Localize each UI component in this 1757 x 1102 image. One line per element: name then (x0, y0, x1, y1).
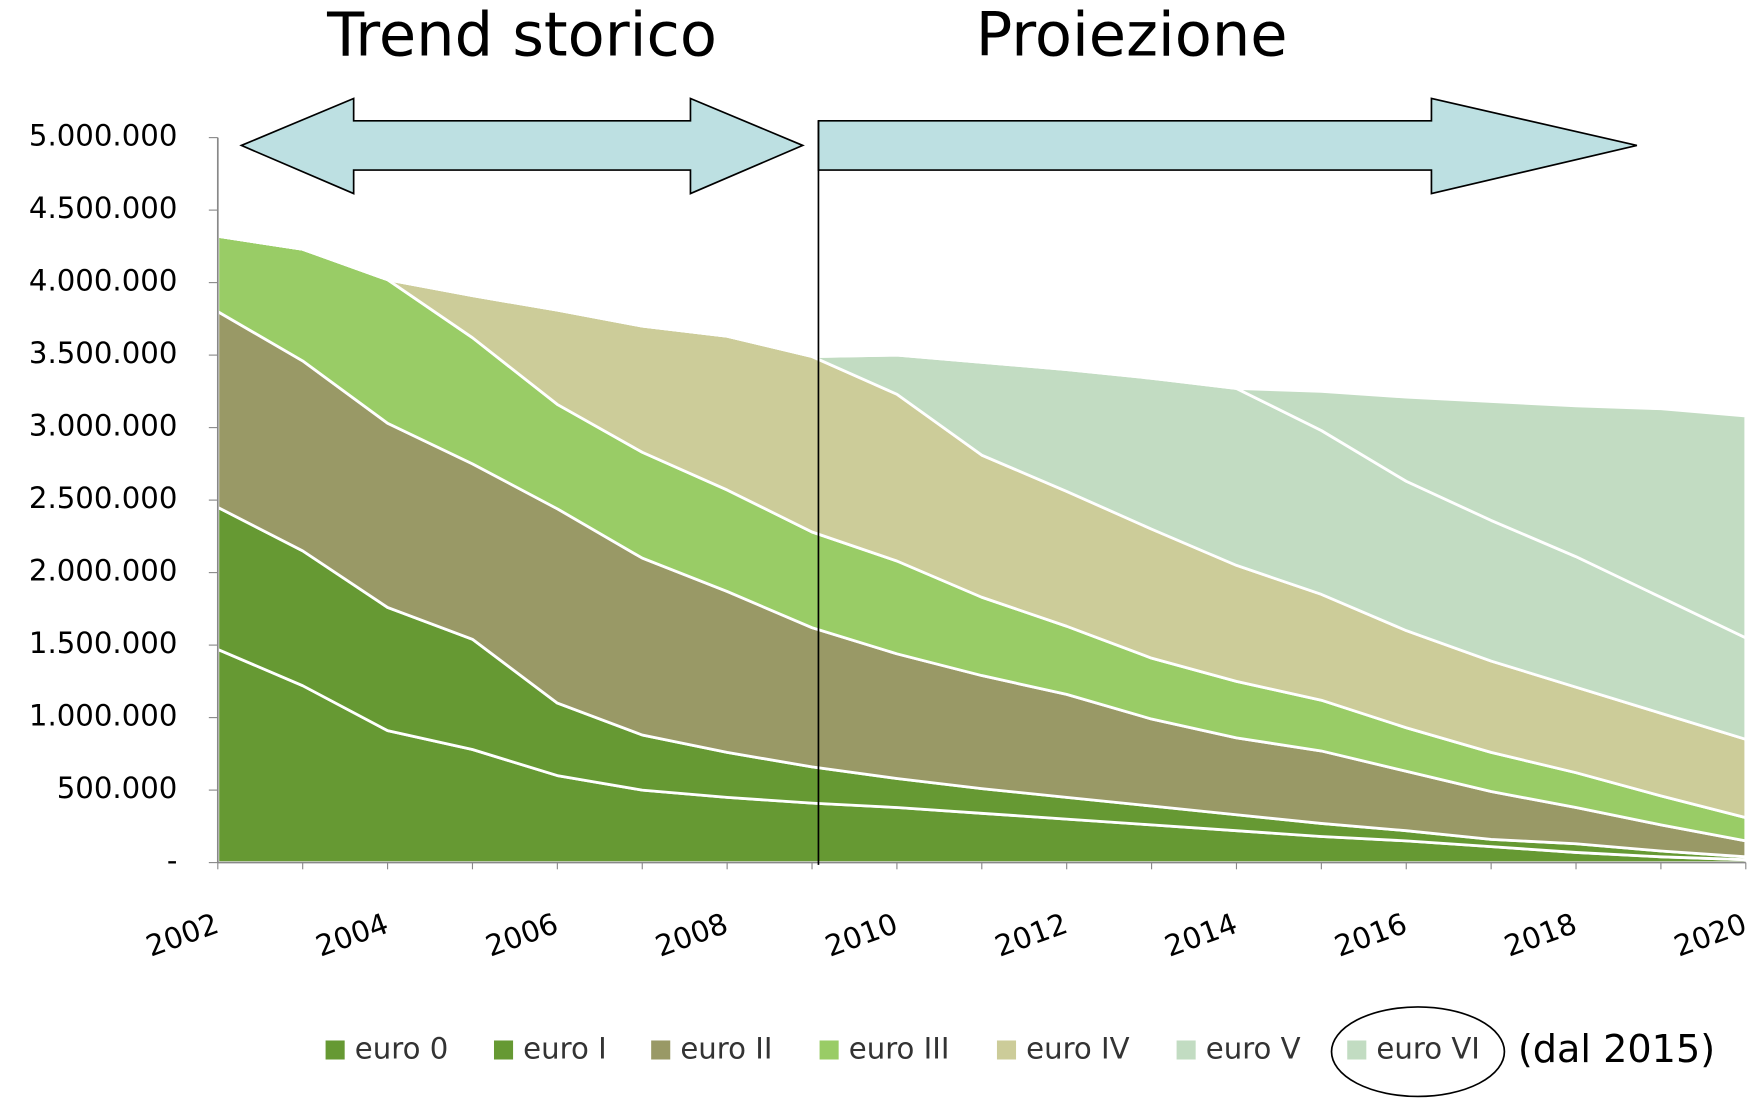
arrow (817, 97, 1638, 195)
y-tick-label: 4.500.000 (29, 191, 177, 225)
legend-swatch (996, 1040, 1017, 1060)
y-tick-label: 1.000.000 (29, 699, 177, 733)
legend-swatch (819, 1040, 839, 1060)
y-tick-label: 5.000.000 (29, 119, 177, 153)
areas (216, 234, 1748, 864)
x-tick-label: 2008 (651, 906, 732, 963)
arrow (239, 97, 805, 195)
legend-swatch (493, 1040, 514, 1060)
y-tick-label: 4.000.000 (29, 264, 177, 298)
y-tick-label: 2.000.000 (29, 554, 177, 588)
legend-swatch (651, 1040, 671, 1060)
legend-swatch (1176, 1040, 1196, 1060)
y-tick-label: 1.500.000 (29, 626, 177, 660)
y-tick-label: 3.000.000 (29, 409, 177, 443)
area (216, 234, 1748, 640)
y-tick-label: - (167, 844, 178, 878)
x-tick-label: 2006 (481, 906, 562, 963)
x-tick-label: 2016 (1330, 906, 1411, 963)
y-tick-label: 3.500.000 (29, 336, 177, 370)
annotation: Trend storico (326, 1, 717, 71)
x-tick-label: 2020 (1670, 906, 1751, 963)
legend-label: euro VI (1376, 1032, 1479, 1066)
y-tick-label: 500.000 (57, 771, 178, 805)
x-tick-label: 2010 (821, 906, 902, 963)
legend-label: euro IV (1026, 1032, 1130, 1066)
legend-label: euro 0 (355, 1032, 448, 1066)
x-tick-label: 2002 (142, 906, 223, 963)
x-tick-label: 2018 (1500, 906, 1581, 963)
x-tick-label: 2004 (311, 906, 392, 963)
x-tick-label: 2012 (990, 906, 1071, 963)
x-tick-label: 2014 (1160, 906, 1241, 963)
legend-label: euro I (523, 1032, 607, 1066)
legend-note: (dal 2015) (1518, 1027, 1715, 1071)
highlight-ellipse (1330, 1006, 1506, 1098)
annotation: Proiezione (976, 1, 1288, 71)
legend-label: euro III (849, 1032, 950, 1066)
legend-swatch (1347, 1040, 1367, 1060)
legend: euro 0 euro I euro II euro III euro IV euro V… (325, 1032, 1480, 1066)
axes: - 500.000 1.000.000 1.500.000 2.000.000 2.500… (29, 119, 1751, 964)
legend-swatch (325, 1040, 345, 1060)
chart-body: Trend storico Proiezione - 500.000 1.000.0… (29, 1, 1751, 1098)
legend-label: euro II (680, 1032, 772, 1066)
y-tick-label: 2.500.000 (29, 481, 177, 515)
legend-label: euro V (1206, 1032, 1301, 1066)
